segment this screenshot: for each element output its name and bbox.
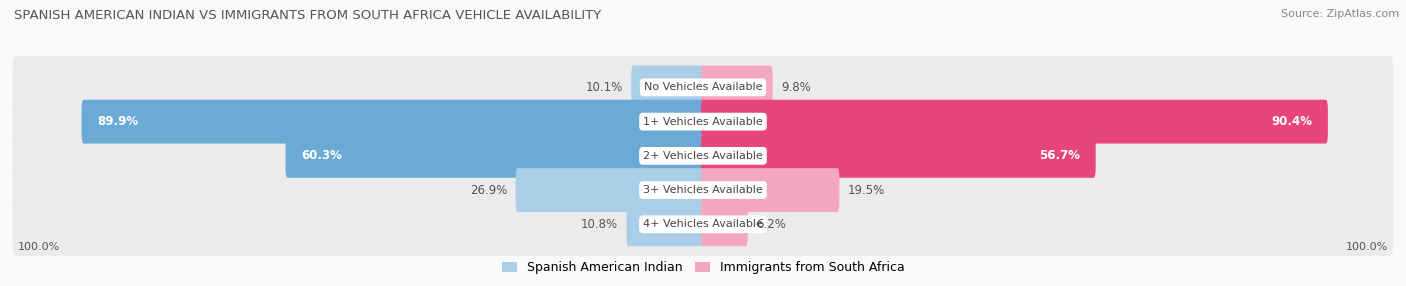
Text: 56.7%: 56.7% <box>1039 149 1080 162</box>
FancyBboxPatch shape <box>702 100 1327 144</box>
Legend: Spanish American Indian, Immigrants from South Africa: Spanish American Indian, Immigrants from… <box>496 256 910 279</box>
Text: 4+ Vehicles Available: 4+ Vehicles Available <box>643 219 763 229</box>
Text: 2+ Vehicles Available: 2+ Vehicles Available <box>643 151 763 161</box>
Text: 26.9%: 26.9% <box>470 184 508 196</box>
FancyBboxPatch shape <box>13 56 1393 119</box>
FancyBboxPatch shape <box>631 65 704 109</box>
FancyBboxPatch shape <box>82 100 704 144</box>
Text: 100.0%: 100.0% <box>17 242 59 252</box>
FancyBboxPatch shape <box>13 90 1393 153</box>
Text: 10.8%: 10.8% <box>581 218 619 231</box>
Text: 90.4%: 90.4% <box>1271 115 1312 128</box>
Text: 89.9%: 89.9% <box>97 115 139 128</box>
Text: 19.5%: 19.5% <box>848 184 884 196</box>
Text: No Vehicles Available: No Vehicles Available <box>644 82 762 92</box>
FancyBboxPatch shape <box>13 124 1393 187</box>
FancyBboxPatch shape <box>702 134 1095 178</box>
FancyBboxPatch shape <box>13 193 1393 256</box>
FancyBboxPatch shape <box>285 134 704 178</box>
Text: 60.3%: 60.3% <box>301 149 342 162</box>
Text: 100.0%: 100.0% <box>1347 242 1389 252</box>
Text: 3+ Vehicles Available: 3+ Vehicles Available <box>643 185 763 195</box>
FancyBboxPatch shape <box>702 168 839 212</box>
FancyBboxPatch shape <box>702 202 748 246</box>
Text: 10.1%: 10.1% <box>586 81 623 94</box>
Text: SPANISH AMERICAN INDIAN VS IMMIGRANTS FROM SOUTH AFRICA VEHICLE AVAILABILITY: SPANISH AMERICAN INDIAN VS IMMIGRANTS FR… <box>14 9 602 21</box>
Text: 1+ Vehicles Available: 1+ Vehicles Available <box>643 117 763 127</box>
Text: 9.8%: 9.8% <box>780 81 811 94</box>
FancyBboxPatch shape <box>627 202 704 246</box>
FancyBboxPatch shape <box>13 158 1393 222</box>
Text: 6.2%: 6.2% <box>756 218 786 231</box>
FancyBboxPatch shape <box>702 65 772 109</box>
Text: Source: ZipAtlas.com: Source: ZipAtlas.com <box>1281 9 1399 19</box>
FancyBboxPatch shape <box>516 168 704 212</box>
